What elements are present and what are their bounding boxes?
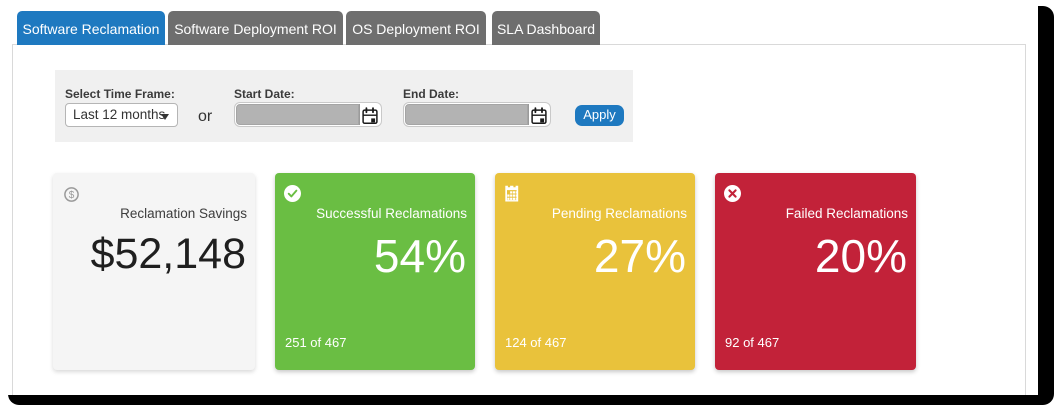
svg-text:$: $ [69, 190, 75, 201]
